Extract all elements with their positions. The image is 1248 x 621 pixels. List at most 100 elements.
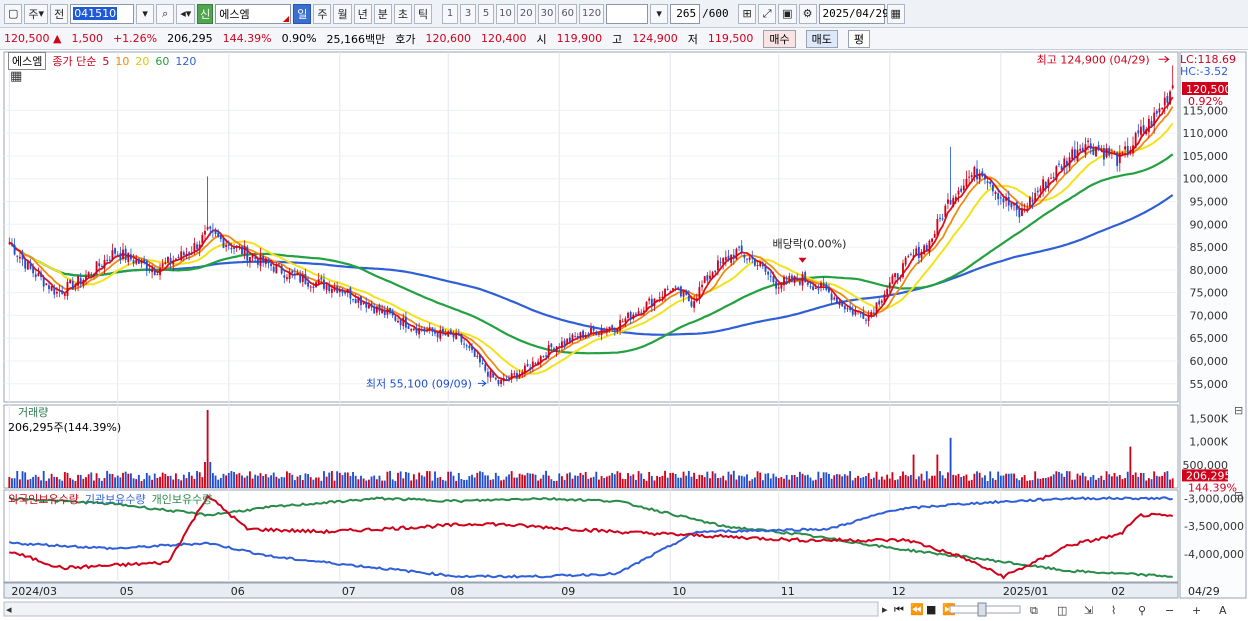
volume-bar: [124, 471, 127, 488]
sell-button[interactable]: 매도: [805, 29, 838, 48]
interval-3-button[interactable]: 3: [460, 3, 477, 24]
candle-body: [648, 298, 651, 301]
price-axis-tick: 90,000: [1190, 218, 1229, 231]
candle-body: [851, 310, 854, 315]
volume-bar: [201, 477, 204, 488]
volume-bar: [45, 480, 48, 488]
volume-bar: [809, 477, 812, 488]
volume-bar: [547, 475, 550, 488]
candle-body: [1010, 203, 1013, 208]
volume-bar: [1073, 479, 1076, 488]
candle-body: [293, 273, 296, 275]
period-second-button[interactable]: 초: [393, 3, 412, 24]
volume-bar: [838, 474, 841, 488]
candle-body: [809, 286, 812, 288]
volume-bar: [304, 473, 307, 488]
volume-bar: [449, 471, 452, 488]
candle-body: [574, 336, 577, 338]
candle-body: [13, 245, 16, 255]
volume-bar: [95, 473, 98, 488]
volume-bar: [375, 479, 378, 488]
interval-dropdown-icon[interactable]: ▾: [650, 3, 669, 24]
volume-bar: [452, 475, 455, 488]
candle-body: [71, 280, 74, 290]
price-axis-tick: 110,000: [1183, 127, 1229, 140]
interval-custom-input[interactable]: [606, 3, 649, 24]
interval-20-button[interactable]: 20: [516, 3, 536, 24]
candle-body: [849, 306, 852, 311]
volume-bar: [415, 479, 418, 488]
candle-body: [354, 299, 357, 304]
candle-body: [201, 234, 204, 244]
interval-30-button[interactable]: 30: [537, 3, 557, 24]
interval-5-button[interactable]: 5: [478, 3, 495, 24]
candle-body: [1100, 149, 1103, 151]
period-select[interactable]: 주 ▾: [24, 3, 49, 24]
candle-body: [764, 265, 767, 272]
candle-body: [650, 298, 653, 307]
volume-bar: [820, 478, 822, 488]
candle-body: [320, 277, 323, 280]
date-input[interactable]: 2025/04/29: [818, 3, 889, 24]
candle-body: [1171, 85, 1174, 89]
candle-body: [29, 262, 32, 269]
price-axis-tick: 60,000: [1190, 355, 1229, 368]
period-year-button[interactable]: 년: [353, 3, 372, 24]
code-dropdown-icon[interactable]: ▾: [136, 3, 155, 24]
volume-bar: [616, 471, 619, 488]
candle-body: [1007, 197, 1010, 206]
candle-body: [611, 325, 614, 328]
stock-name-field[interactable]: 에스엠: [215, 3, 292, 24]
volume-bar: [248, 471, 251, 488]
settings-gear-icon[interactable]: ⚙: [798, 3, 817, 24]
interval-1-button[interactable]: 1: [442, 3, 459, 24]
search-icon[interactable]: ⌕: [156, 3, 175, 24]
candle-body: [872, 312, 875, 314]
volume-bar: [846, 475, 849, 488]
low-price: 119,500: [707, 32, 754, 45]
period-minute-button[interactable]: 분: [373, 3, 392, 24]
interval-120-button[interactable]: 120: [579, 3, 605, 24]
prev-button[interactable]: 전: [50, 3, 69, 24]
speaker-icon[interactable]: ◂▾: [176, 3, 196, 24]
period-month-button[interactable]: 월: [333, 3, 352, 24]
volume-bar: [928, 478, 931, 488]
period-tick-button[interactable]: 틱: [413, 3, 433, 24]
line-tool-icon[interactable]: ⤢: [758, 3, 777, 24]
volume-bar: [325, 476, 328, 488]
period-day-button[interactable]: 일: [293, 3, 312, 24]
candle-body: [159, 268, 161, 276]
candle-body: [214, 229, 217, 234]
volume-last-tag: 206,295: [1186, 469, 1232, 482]
candle-body: [1158, 108, 1161, 113]
stock-code-input[interactable]: 041510: [70, 3, 135, 24]
volume-bar: [727, 471, 730, 488]
window-icon[interactable]: ▢: [4, 3, 23, 24]
volume-bar: [426, 471, 428, 488]
candle-body: [674, 286, 677, 288]
volume-bar: [180, 480, 183, 488]
calendar-icon[interactable]: ▦: [886, 3, 905, 24]
stock-chart[interactable]: 115,000 110,000 105,000 100,000 95,000 90,000…: [0, 50, 1248, 621]
candle-body: [1081, 147, 1084, 151]
period-week-button[interactable]: 주: [313, 3, 332, 24]
buy-button[interactable]: 매수: [763, 29, 796, 48]
candle-body: [127, 252, 130, 263]
avg-button[interactable]: 평: [847, 29, 871, 48]
data-count-input[interactable]: 265: [670, 3, 701, 24]
volume-bar: [479, 471, 481, 488]
signal-badge[interactable]: 신: [197, 3, 214, 24]
candle-body: [709, 275, 711, 279]
volume-bar: [711, 471, 714, 488]
volume-bar: [664, 470, 666, 488]
interval-10-button[interactable]: 10: [496, 3, 515, 24]
candle-body: [621, 321, 624, 323]
volume-bar: [1036, 478, 1039, 488]
volume-bar: [701, 475, 703, 488]
candle-body: [32, 266, 35, 274]
volume-bar: [550, 479, 553, 488]
low-arrow: [477, 379, 487, 387]
interval-60-button[interactable]: 60: [558, 3, 578, 24]
save-icon[interactable]: ▣: [778, 3, 797, 24]
candle-type-icon[interactable]: ⊞: [738, 3, 757, 24]
